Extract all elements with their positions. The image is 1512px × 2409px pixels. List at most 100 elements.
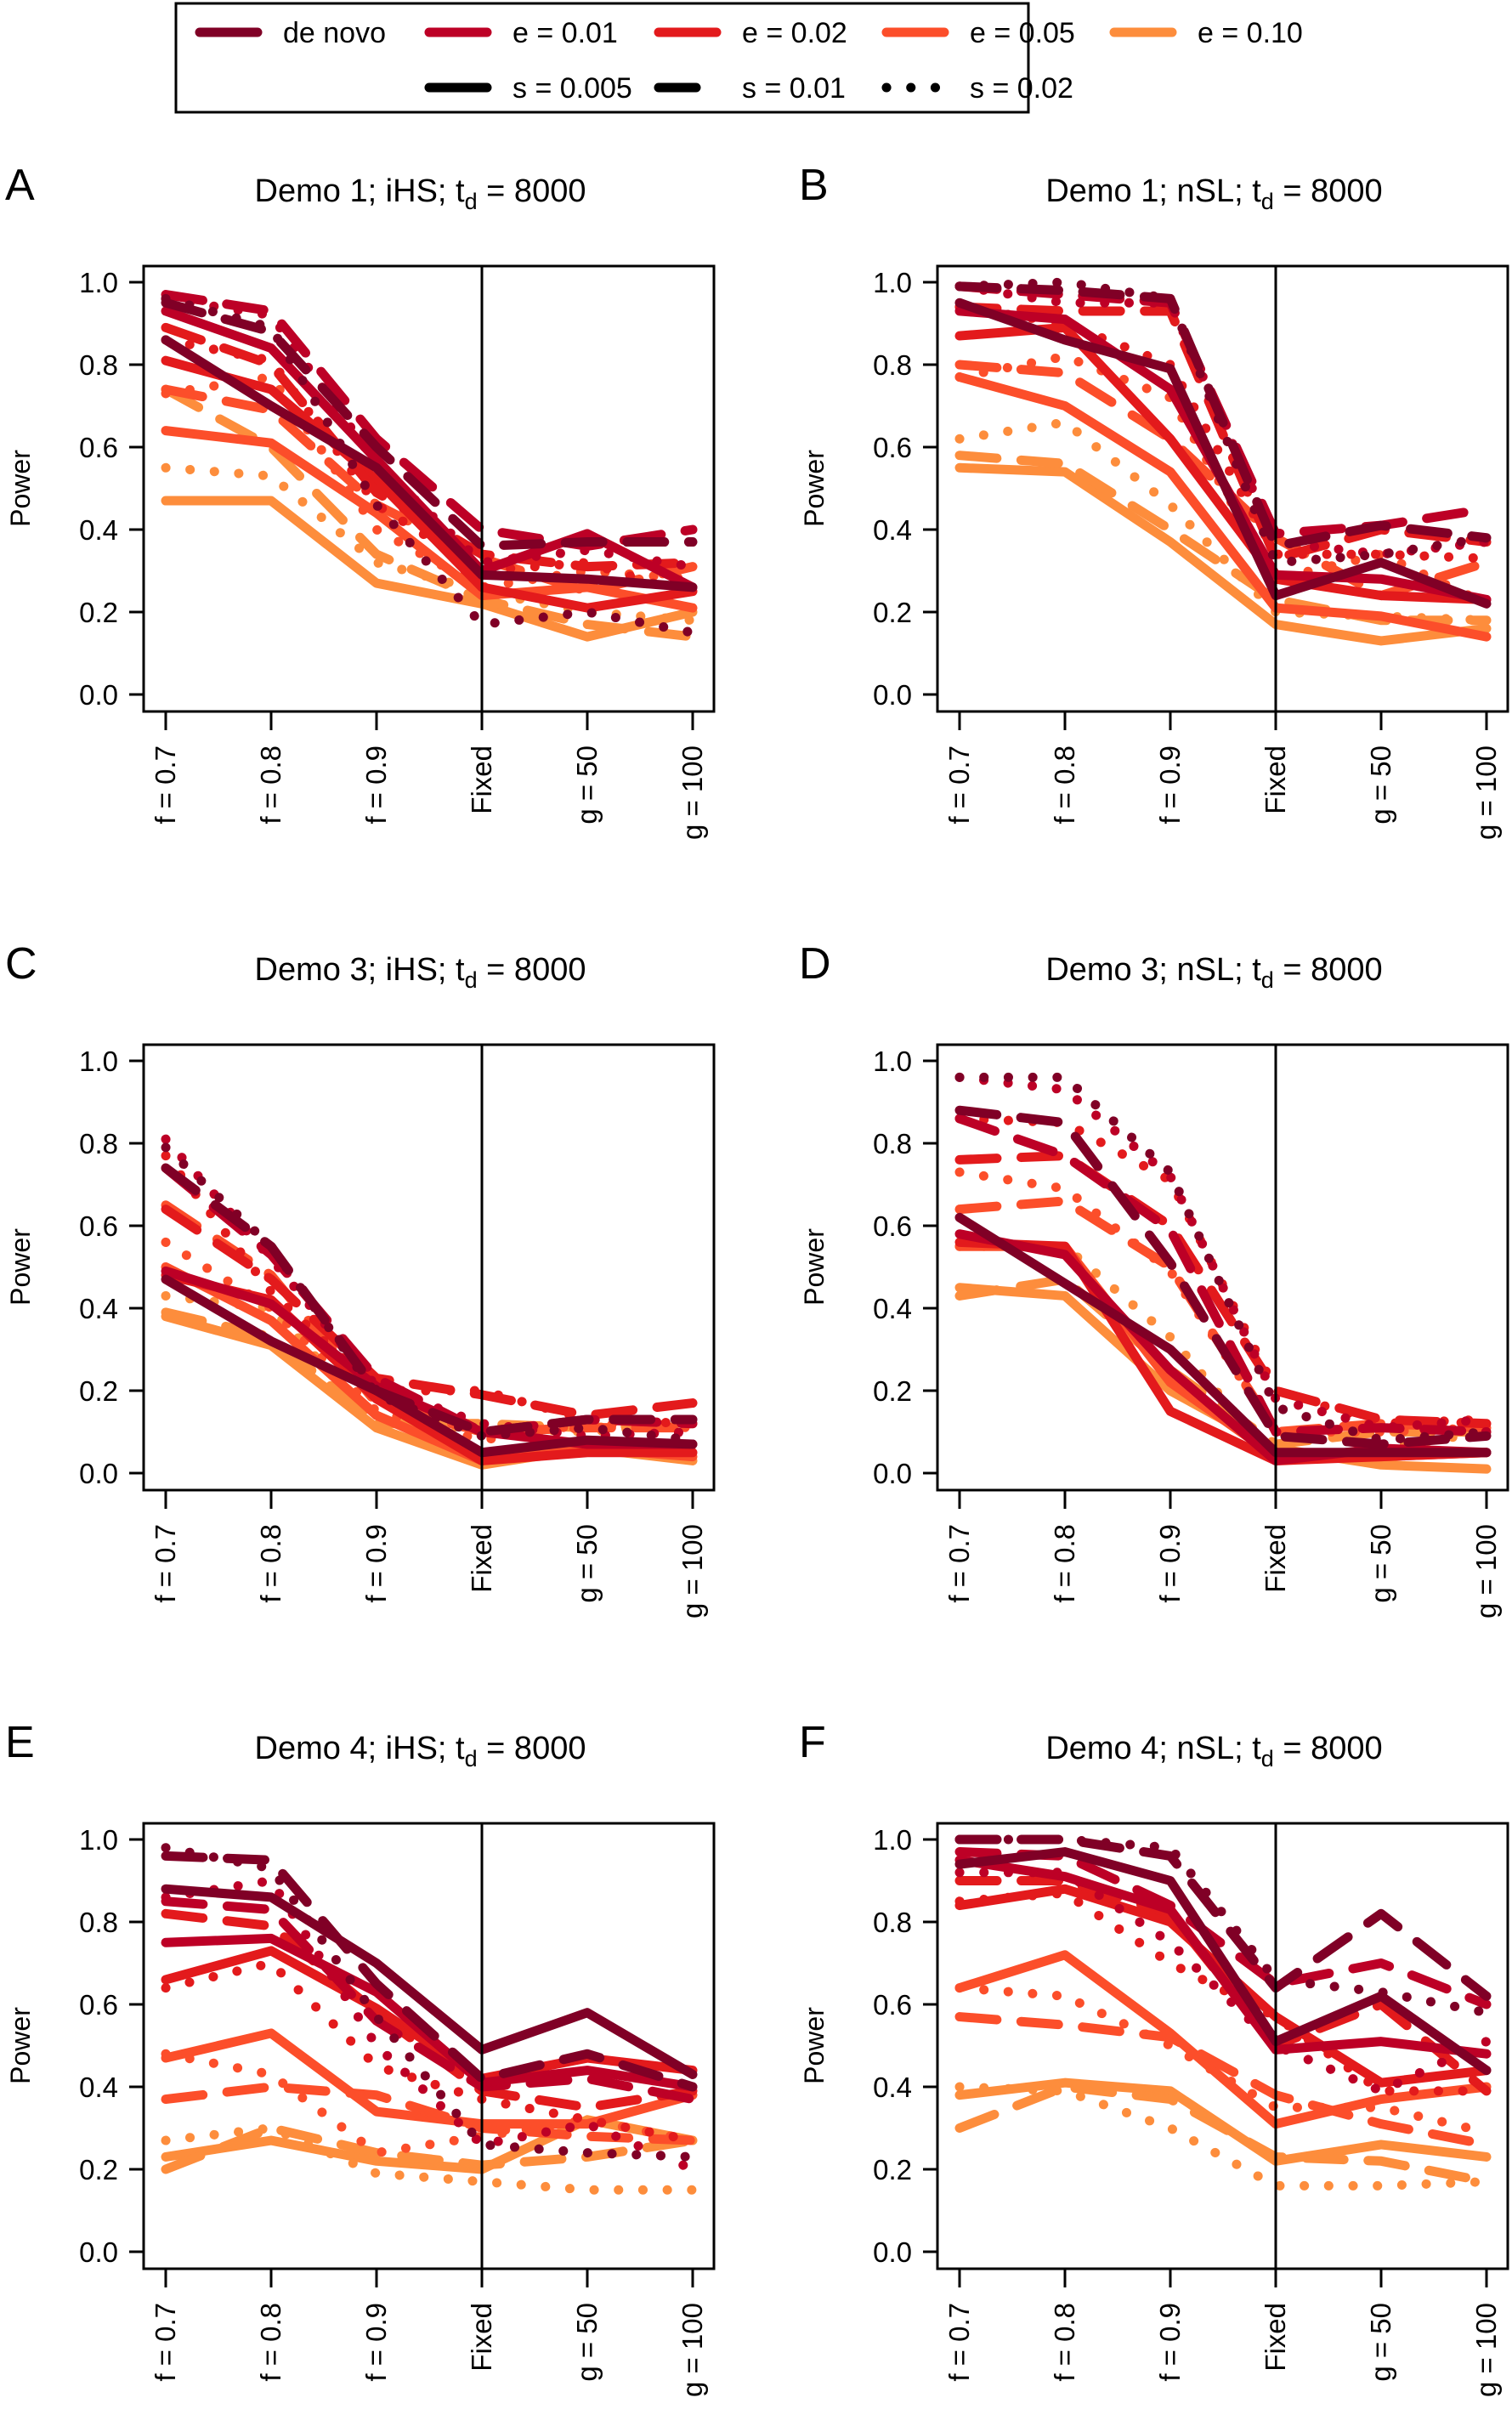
legend-item-linetype: s = 0.01 [654, 72, 846, 105]
series-group [161, 290, 698, 642]
legend-item-linetype: s = 0.02 [881, 72, 1073, 105]
x-tick-label: f = 0.9 [1154, 745, 1186, 825]
x-tick-label: f = 0.7 [150, 2303, 181, 2382]
x-tick-label: g = 100 [677, 1524, 708, 1618]
x-tick-label: g = 100 [1470, 1524, 1502, 1618]
panel-letter: F [799, 1718, 826, 1767]
panel-title: Demo 3; iHS; td = 8000 [255, 952, 586, 993]
series-line [954, 1855, 1492, 2059]
panel-letter: B [799, 161, 829, 210]
legend-label: e = 0.05 [970, 17, 1075, 49]
series-line [954, 462, 1492, 646]
series-line [161, 2028, 698, 2129]
panel-b: B Demo 1; nSL; td = 8000 Power 0.0 0.2 0.4 0.6… [799, 161, 1509, 840]
x-tick-label: f = 0.8 [255, 1524, 286, 1603]
legend-label: s = 0.005 [512, 72, 632, 105]
legend-label: e = 0.10 [1198, 17, 1303, 49]
panel-letter: C [5, 939, 37, 989]
series-line [161, 1851, 698, 2092]
y-tick-label: 0.0 [79, 2236, 118, 2268]
series-line [161, 290, 698, 551]
plot-frame [936, 264, 1509, 713]
panel-f: F Demo 4; nSL; td = 8000 Power 0.0 0.2 0.4 0.6… [799, 1718, 1509, 2397]
y-tick-label: 0.4 [79, 2072, 118, 2103]
y-tick-label: 1.0 [79, 267, 118, 298]
x-tick-label: f = 0.8 [1049, 2303, 1080, 2382]
x-tick-label: g = 100 [677, 745, 708, 840]
title-subscript: d [1261, 1746, 1274, 1771]
y-tick-label: 0.4 [873, 1293, 912, 1324]
panel-c: C Demo 3; iHS; td = 8000 Power 0.0 0.2 0.4 0.6… [5, 939, 716, 1618]
title-main: Demo 3; nSL; t [1045, 952, 1261, 988]
series-line [954, 1847, 1492, 2076]
plot-frame [142, 1043, 716, 1492]
title-suffix: = 8000 [1274, 1731, 1383, 1766]
y-tick-label: 0.6 [79, 1210, 118, 1242]
y-tick-label: 0.2 [79, 1375, 118, 1407]
series-line [954, 302, 1492, 564]
y-tick-label: 0.0 [873, 2236, 912, 2268]
series-line [954, 281, 1492, 539]
x-tick-label: f = 0.8 [255, 745, 286, 825]
title-suffix: = 8000 [478, 952, 586, 988]
x-tick-label: Fixed [466, 745, 497, 814]
title-subscript: d [465, 1746, 478, 1771]
y-tick-label: 0.6 [79, 1989, 118, 2021]
series-group [161, 1134, 698, 1470]
series-line [161, 1274, 698, 1458]
x-tick-label: g = 50 [1365, 2303, 1396, 2382]
title-subscript: d [1261, 189, 1274, 214]
legend-item-color: e = 0.05 [881, 17, 1075, 49]
legend-label: e = 0.02 [742, 17, 847, 49]
x-tick-label: f = 0.8 [1049, 1524, 1080, 1603]
legend-label: s = 0.01 [742, 72, 846, 105]
series-line [954, 302, 1492, 564]
x-tick-label: Fixed [1260, 2303, 1291, 2372]
series-line [161, 1151, 698, 1429]
y-axis-label: Power [5, 1228, 36, 1306]
y-tick-label: 1.0 [79, 1824, 118, 1856]
title-main: Demo 1; iHS; t [255, 173, 466, 209]
title-suffix: = 8000 [1274, 952, 1383, 988]
legend-item-color: e = 0.01 [424, 17, 618, 49]
series-line [161, 298, 698, 551]
title-subscript: d [465, 967, 478, 993]
y-tick-label: 0.6 [79, 432, 118, 463]
series-line [954, 1888, 1492, 2096]
panel-title: Demo 3; nSL; td = 8000 [1045, 952, 1382, 993]
y-axis-label: Power [799, 1228, 830, 1306]
series-group [954, 277, 1492, 646]
x-tick-label: g = 50 [571, 1524, 603, 1603]
series-line [161, 462, 698, 626]
legend-item-linetype: s = 0.005 [424, 72, 632, 105]
x-tick-label: g = 100 [1470, 745, 1502, 840]
series-line [161, 335, 698, 601]
y-tick-label: 0.0 [79, 1458, 118, 1489]
y-tick-label: 0.6 [873, 432, 912, 463]
y-tick-label: 0.8 [873, 1907, 912, 1938]
series-line [161, 1163, 698, 1437]
x-tick-label: Fixed [1260, 745, 1291, 814]
series-line [954, 1868, 1492, 2096]
panel-e: E Demo 4; iHS; td = 8000 Power 0.0 0.2 0.4 0.6… [5, 1718, 716, 2397]
series-line [161, 2049, 698, 2158]
series-line [954, 2082, 1492, 2187]
y-tick-label: 0.8 [873, 1128, 912, 1159]
x-tick-label: f = 0.7 [943, 745, 975, 825]
legend-item-color: e = 0.02 [654, 17, 847, 49]
series-line [161, 355, 698, 613]
series-line [954, 298, 1492, 609]
y-axis-label: Power [5, 450, 36, 527]
x-tick-label: f = 0.9 [1154, 1524, 1186, 1603]
y-tick-label: 0.4 [79, 514, 118, 546]
y-tick-label: 0.8 [79, 1907, 118, 1938]
legend-label: e = 0.01 [512, 17, 618, 49]
x-tick-label: f = 0.7 [943, 2303, 975, 2382]
series-line [954, 1072, 1492, 1445]
y-tick-label: 0.8 [79, 349, 118, 381]
y-tick-label: 0.0 [79, 679, 118, 711]
title-subscript: d [465, 189, 478, 214]
x-tick-label: f = 0.8 [255, 2303, 286, 2382]
y-axis-label: Power [5, 2007, 36, 2084]
x-tick-label: g = 50 [571, 745, 603, 825]
